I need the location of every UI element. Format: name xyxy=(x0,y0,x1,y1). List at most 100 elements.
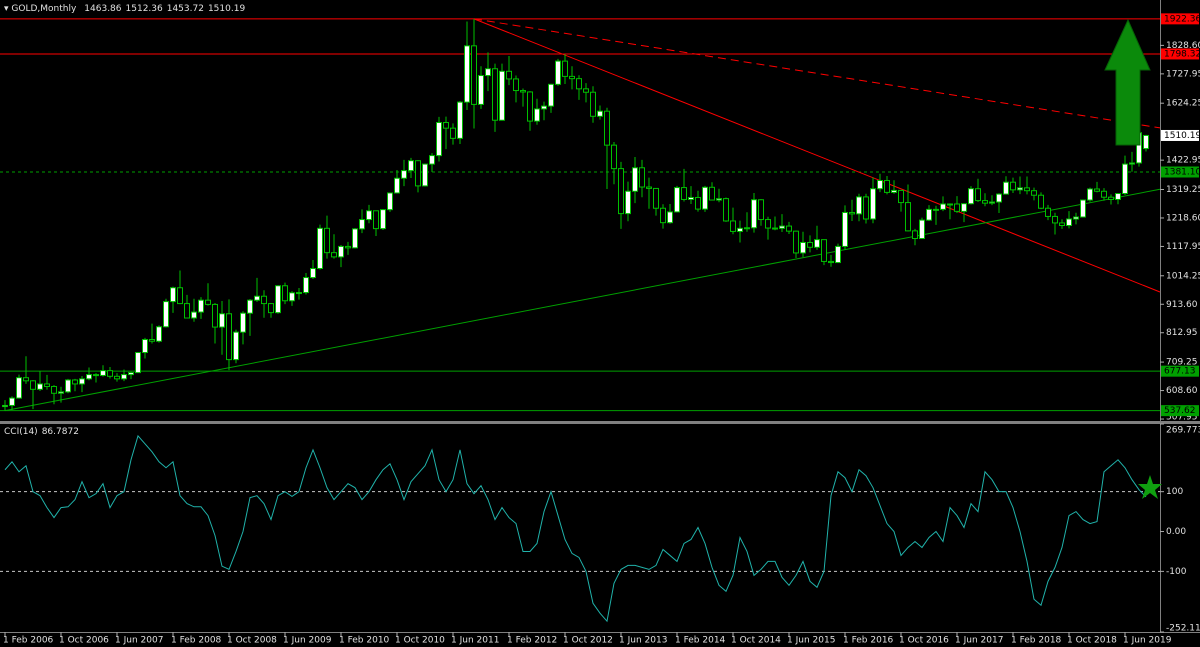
candle-body xyxy=(331,252,337,258)
candle-body xyxy=(625,190,631,215)
candle-body xyxy=(429,155,435,165)
candle-body xyxy=(632,167,638,192)
candle-body xyxy=(93,374,99,377)
candle-body xyxy=(233,331,239,361)
x-tick-label: 1 Jun 2009 xyxy=(283,636,332,646)
candle-body xyxy=(415,160,421,187)
candle-body xyxy=(100,370,106,376)
candle-body xyxy=(471,45,477,105)
header-close: 1510.19 xyxy=(208,4,245,14)
x-tick-label: 1 Jun 2015 xyxy=(787,636,835,646)
candle-body xyxy=(16,377,22,399)
candle-body xyxy=(653,187,659,209)
up-arrow xyxy=(1104,18,1151,146)
x-tick-label: 1 Jun 2017 xyxy=(955,636,1003,646)
candle-body xyxy=(835,245,841,264)
candle-body xyxy=(975,188,981,202)
x-tick-label: 1 Oct 2008 xyxy=(227,636,277,646)
candle-body xyxy=(387,192,393,211)
candle-body xyxy=(128,372,134,376)
candle-body xyxy=(1059,222,1065,226)
header-arrow: ▾ xyxy=(4,4,11,14)
candle-body xyxy=(268,303,274,314)
candle-body xyxy=(492,68,498,121)
x-tick-label: 1 Feb 2006 xyxy=(3,636,54,646)
level-label: 1381.10 xyxy=(1164,167,1200,177)
level-label: 677.13 xyxy=(1164,367,1196,377)
indicator-line xyxy=(4,434,1147,623)
candle-body xyxy=(1010,181,1016,191)
candle-body xyxy=(751,199,757,229)
price-tag: 1510.19 xyxy=(1164,131,1200,141)
candle-body xyxy=(275,285,281,314)
candle-body xyxy=(1038,194,1044,209)
header-open: 1463.86 xyxy=(84,4,121,14)
candle-body xyxy=(674,187,680,213)
candle-body xyxy=(240,312,246,333)
level-label-box xyxy=(1161,166,1199,178)
candle-body xyxy=(947,203,953,206)
candle-body xyxy=(506,70,512,80)
candle-body xyxy=(716,198,722,201)
y-tick-label: 507.95 xyxy=(1166,413,1198,423)
y-tick-label: 1218.60 xyxy=(1166,213,1200,223)
candle-body xyxy=(842,211,848,247)
candle-body xyxy=(744,227,750,230)
candle-body xyxy=(198,299,204,313)
y-tick-label: 608.60 xyxy=(1166,386,1198,396)
x-tick-label: 1 Oct 2012 xyxy=(563,636,613,646)
x-tick-label: 1 Jun 2019 xyxy=(1123,636,1172,646)
trend-line xyxy=(4,188,1161,412)
candle-body xyxy=(541,105,547,110)
candle-body xyxy=(548,83,554,107)
candle-body xyxy=(800,241,806,254)
candle-body xyxy=(282,285,288,302)
candle-body xyxy=(499,70,505,121)
candle-body xyxy=(940,203,946,210)
candle-body xyxy=(604,110,610,146)
candle-body xyxy=(891,189,897,193)
x-tick-label: 1 Jun 2011 xyxy=(451,636,499,646)
candle-body xyxy=(898,189,904,204)
candle-body xyxy=(450,127,456,139)
candle-body xyxy=(737,227,743,232)
candle-body xyxy=(443,122,449,129)
candle-body xyxy=(989,201,995,204)
candle-body xyxy=(394,177,400,194)
y-tick-label: 1117.95 xyxy=(1166,242,1200,252)
candle-body xyxy=(562,60,568,77)
level-label-box xyxy=(1161,48,1199,60)
x-tick-label: 1 Oct 2018 xyxy=(1067,636,1117,646)
candle-body xyxy=(695,196,701,210)
candle-body xyxy=(723,198,729,222)
candle-body xyxy=(1052,215,1058,224)
candle-body xyxy=(639,167,645,188)
candle-body xyxy=(37,383,43,390)
candle-body xyxy=(72,379,78,385)
candle-body xyxy=(821,239,827,262)
candle-body xyxy=(779,225,785,229)
candle-body xyxy=(2,404,8,408)
pane-separator xyxy=(0,421,1200,424)
candle-body xyxy=(44,383,50,387)
candle-body xyxy=(345,245,351,249)
candle-body xyxy=(86,374,92,380)
y-tick-label: 1624.25 xyxy=(1166,99,1200,109)
candle-body xyxy=(807,241,813,248)
candle-body xyxy=(163,301,169,328)
candle-body xyxy=(184,303,190,319)
candle-body xyxy=(1143,134,1149,150)
x-tick-label: 1 Feb 2018 xyxy=(1011,636,1062,646)
candle-body xyxy=(828,260,834,264)
candle-body xyxy=(534,108,540,122)
candle-body xyxy=(709,186,715,201)
level-label-box xyxy=(1161,405,1199,417)
candle-body xyxy=(114,375,120,380)
candle-body xyxy=(121,374,127,380)
x-tick-label: 1 Jun 2013 xyxy=(619,636,667,646)
candle-body xyxy=(1073,216,1079,220)
x-tick-label: 1 Feb 2014 xyxy=(675,636,726,646)
